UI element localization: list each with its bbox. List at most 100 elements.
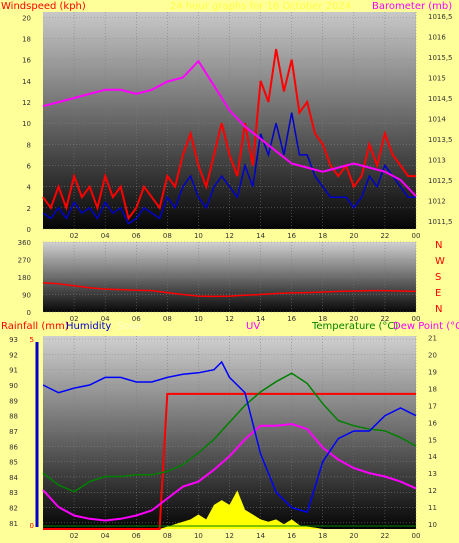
- x-tick-label: 06: [132, 315, 141, 323]
- windspeed-tick-label: 12: [22, 99, 31, 107]
- x-tick-label: 12: [225, 315, 234, 323]
- windspeed-tick-label: 8: [27, 141, 31, 149]
- humidity-tick-label: 89: [9, 397, 18, 405]
- barometer-tick-label: 1013,5: [428, 136, 453, 144]
- series-panel-2: [42, 282, 417, 298]
- x-tick-label: 14: [256, 532, 265, 540]
- barometer-tick-label: 1012,5: [428, 177, 453, 185]
- dir-s: S: [435, 272, 442, 283]
- direction-tick-label: 360: [18, 239, 31, 247]
- average-windspeed-line: [42, 112, 416, 225]
- x-tick-label: 22: [380, 532, 389, 540]
- temperature-tick-label: 16: [428, 419, 437, 427]
- x-tick-label: 18: [318, 232, 327, 240]
- temperature-tick-label: 17: [428, 402, 437, 410]
- chart-title: 24 hour graphs for 16 October 2024: [170, 1, 352, 12]
- temperature-tick-label: 20: [428, 352, 437, 360]
- x-tick-label: 06: [132, 232, 141, 240]
- dir-w: W: [435, 256, 445, 267]
- windspeed-tick-label: 0: [27, 226, 31, 234]
- humidity-line: [42, 360, 417, 514]
- barometer-tick-label: 1012: [428, 197, 446, 205]
- x-tick-label: 04: [101, 315, 110, 323]
- humidity-tick-label: 82: [9, 505, 18, 513]
- grid-panel-2: [43, 241, 417, 313]
- x-tick-label: 20: [349, 315, 358, 323]
- x-tick-label: 22: [380, 232, 389, 240]
- x-tick-label: 00: [412, 232, 421, 240]
- rainfall-axis-title: Rainfall (mm): [1, 321, 69, 332]
- windspeed-line: [42, 48, 416, 221]
- windspeed-tick-label: 18: [22, 35, 31, 43]
- x-tick-label: 10: [194, 232, 203, 240]
- x-tick-label: 02: [70, 532, 79, 540]
- x-tick-label: 18: [318, 315, 327, 323]
- temperature-tick-label: 12: [428, 487, 437, 495]
- temperature-tick-label: 10: [428, 521, 437, 529]
- x-tick-label: 00: [412, 315, 421, 323]
- x-tick-label: 08: [163, 315, 172, 323]
- uv-axis-title: UV: [246, 321, 261, 332]
- x-tick-label: 08: [163, 532, 172, 540]
- x-tick-label: 04: [101, 232, 110, 240]
- barometer-tick-label: 1013: [428, 156, 446, 164]
- dewpoint-line: [42, 422, 417, 522]
- direction-tick-label: 90: [22, 292, 31, 300]
- barometer-tick-label: 1015,5: [428, 54, 453, 62]
- barometer-line: [42, 59, 417, 197]
- windspeed-tick-label: 14: [22, 78, 31, 86]
- x-tick-label: 04: [101, 532, 110, 540]
- windspeed-tick-label: 4: [27, 184, 32, 192]
- temperature-tick-label: 14: [428, 453, 437, 461]
- dir-n-bottom: N: [435, 304, 443, 315]
- temperature-axis-title: Temperature (°C): [312, 321, 399, 332]
- barometer-tick-label: 1016: [428, 34, 446, 42]
- windspeed-tick-label: 20: [22, 14, 31, 22]
- temperature-tick-label: 15: [428, 436, 437, 444]
- humidity-tick-label: 91: [9, 367, 18, 375]
- temperature-tick-label: 11: [428, 504, 437, 512]
- windspeed-tick-label: 6: [27, 162, 32, 170]
- x-tick-label: 16: [287, 532, 296, 540]
- rain-tick-label: 0: [30, 522, 34, 530]
- humidity-tick-label: 83: [9, 489, 18, 497]
- temperature-line: [42, 372, 417, 493]
- solar-axis-title: Solar: [117, 321, 143, 332]
- humidity-axis-title: Humidity: [66, 321, 112, 332]
- solar-area: [159, 490, 323, 529]
- temperature-tick-label: 18: [428, 385, 437, 393]
- x-tick-label: 12: [225, 232, 234, 240]
- barometer-tick-label: 1011,5: [428, 218, 453, 226]
- temperature-tick-label: 13: [428, 470, 437, 478]
- direction-tick-label: 180: [18, 274, 31, 282]
- barometer-tick-label: 1015: [428, 75, 446, 83]
- x-tick-label: 14: [256, 315, 265, 323]
- x-tick-label: 16: [287, 232, 296, 240]
- x-tick-label: 10: [194, 532, 203, 540]
- temperature-tick-label: 21: [428, 335, 437, 343]
- humidity-tick-label: 87: [9, 428, 18, 436]
- series-panel-3: [42, 360, 417, 530]
- series-panel-1: [42, 48, 417, 225]
- humidity-tick-label: 92: [9, 351, 18, 359]
- x-tick-label: 06: [132, 532, 141, 540]
- x-tick-label: 14: [256, 232, 265, 240]
- direction-tick-label: 270: [18, 257, 31, 265]
- dir-e: E: [435, 288, 442, 299]
- rainfall-line: [43, 392, 416, 530]
- x-tick-label: 10: [194, 315, 203, 323]
- humidity-tick-label: 93: [9, 336, 18, 344]
- humidity-tick-label: 84: [9, 474, 18, 482]
- x-tick-label: 12: [225, 532, 234, 540]
- x-tick-label: 20: [349, 232, 358, 240]
- barometer-tick-label: 1016,5: [428, 13, 453, 21]
- barometer-axis-title: Barometer (mb): [372, 1, 453, 12]
- barometer-tick-label: 1014: [428, 115, 446, 123]
- x-tick-label: 22: [380, 315, 389, 323]
- humidity-tick-label: 88: [9, 413, 18, 421]
- dewpoint-axis-title: Dew Point (°C: [393, 321, 459, 332]
- x-tick-label: 16: [287, 315, 296, 323]
- windspeed-tick-label: 16: [22, 57, 31, 65]
